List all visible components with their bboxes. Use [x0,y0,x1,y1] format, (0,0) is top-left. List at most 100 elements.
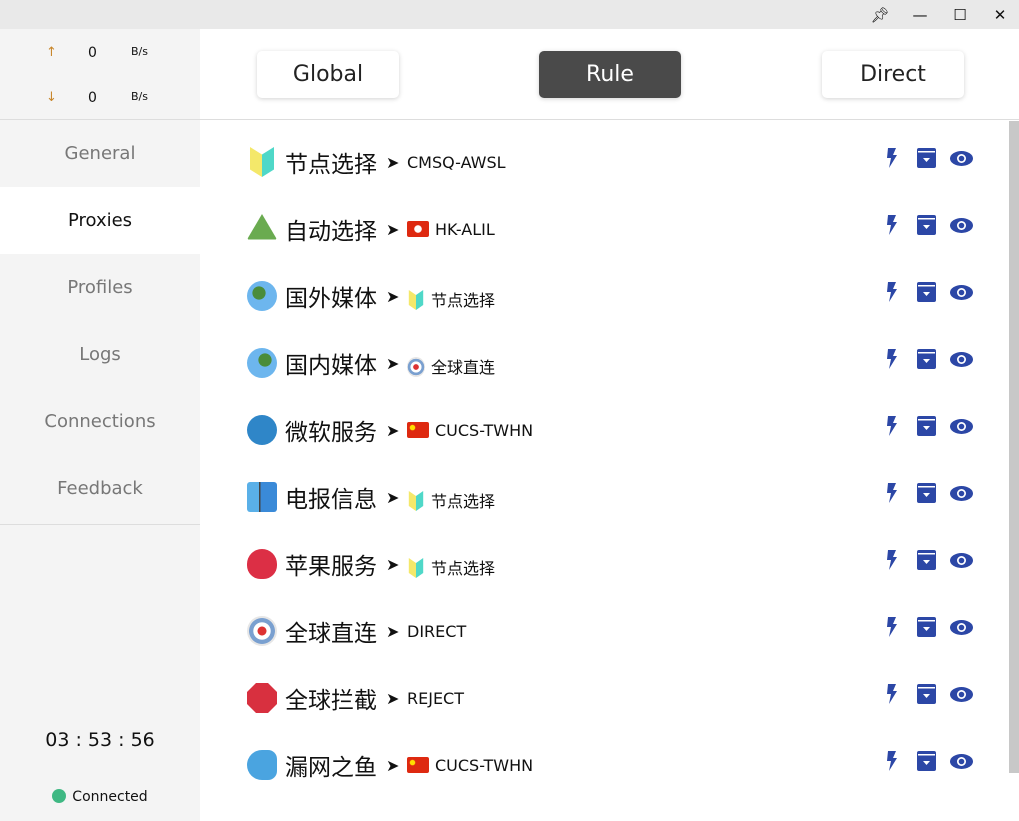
selected-proxy[interactable]: 节点选择 [407,287,495,311]
selected-proxy[interactable]: CMSQ-AWSL [407,153,506,172]
eye-icon[interactable] [950,620,973,635]
arrow-icon: ➤ [386,421,400,440]
status-dot-icon [52,789,67,803]
latency-test-icon[interactable] [886,215,898,235]
eye-icon[interactable] [950,553,973,568]
nav-connections[interactable]: Connections [44,411,156,432]
latency-test-icon[interactable] [886,617,898,637]
divider [0,119,200,120]
latency-test-icon[interactable] [886,416,898,436]
collapse-icon[interactable] [917,349,936,369]
selected-proxy-label: HK-ALIL [435,220,495,239]
globe-africa-icon [247,281,277,311]
nav-general[interactable]: General [64,143,136,164]
arrow-icon: ➤ [386,488,400,507]
proxy-group-row[interactable]: 自动选择 ➤ HK-ALIL [200,214,1009,282]
collapse-icon[interactable] [917,617,936,637]
collapse-icon[interactable] [917,148,936,168]
cn-flag-icon [407,757,429,773]
eye-icon[interactable] [950,151,973,166]
latency-test-icon[interactable] [886,751,898,771]
proxy-group-row[interactable]: 全球直连 ➤ DIRECT [200,616,1009,684]
recycle-icon [247,214,277,240]
collapse-icon[interactable] [917,215,936,235]
mode-direct-button[interactable]: Direct [822,51,964,98]
hk-flag-icon [407,221,429,237]
selected-proxy-label: CMSQ-AWSL [407,153,506,172]
collapse-icon[interactable] [917,751,936,771]
beginner-icon [408,491,424,511]
eye-icon[interactable] [950,687,973,702]
proxy-group-row[interactable]: 漏网之鱼 ➤ CUCS-TWHN [200,750,1009,818]
group-name: 自动选择 [285,219,377,245]
upload-value: 0 [88,45,97,61]
proxy-group-row[interactable]: 微软服务 ➤ CUCS-TWHN [200,415,1009,483]
status-label: Connected [72,789,148,805]
nav-profiles[interactable]: Profiles [67,277,133,298]
latency-test-icon[interactable] [886,282,898,302]
selected-proxy[interactable]: 全球直连 [407,354,495,378]
eye-icon[interactable] [950,352,973,367]
mode-rule-button[interactable]: Rule [539,51,681,98]
collapse-icon[interactable] [917,684,936,704]
proxy-group-row[interactable]: 全球拦截 ➤ REJECT [200,683,1009,751]
nav-logs[interactable]: Logs [79,344,121,365]
selected-proxy-label: 节点选择 [431,492,496,511]
upload-speed: ↑ 0 B/s [0,45,200,65]
latency-test-icon[interactable] [886,483,898,503]
upload-arrow-icon: ↑ [46,45,57,60]
selected-proxy[interactable]: REJECT [407,689,464,708]
stop-sign-icon [247,683,277,713]
download-value: 0 [88,90,97,106]
beginner-icon [408,558,424,578]
proxy-group-row[interactable]: 国外媒体 ➤ 节点选择 [200,281,1009,349]
collapse-icon[interactable] [917,282,936,302]
eye-icon[interactable] [950,486,973,501]
latency-test-icon[interactable] [886,148,898,168]
selected-proxy[interactable]: HK-ALIL [407,220,495,239]
sidebar: ↑ 0 B/s ↓ 0 B/s General Proxies Profiles… [0,29,200,821]
close-icon[interactable]: ✕ [993,6,1007,24]
globe-asia-icon [247,348,277,378]
proxy-group-row[interactable]: 节点选择 ➤ CMSQ-AWSL [200,147,1009,215]
arrow-icon: ➤ [386,354,400,373]
selected-proxy[interactable]: DIRECT [407,622,466,641]
scrollbar[interactable] [1009,121,1019,773]
selected-proxy-label: CUCS-TWHN [435,756,534,775]
proxy-group-row[interactable]: 苹果服务 ➤ 节点选择 [200,549,1009,617]
pin-icon[interactable]: 📌︎ [870,6,890,24]
minimize-icon[interactable]: — [912,6,928,24]
group-name: 全球拦截 [285,688,377,714]
mode-global-button[interactable]: Global [257,51,399,98]
collapse-icon[interactable] [917,416,936,436]
collapse-icon[interactable] [917,483,936,503]
selected-proxy[interactable]: 节点选择 [407,488,495,512]
download-arrow-icon: ↓ [46,90,57,105]
arrow-icon: ➤ [386,153,400,172]
title-bar: 📌︎ — ☐ ✕ [0,0,1019,29]
selected-proxy[interactable]: 节点选择 [407,555,495,579]
latency-test-icon[interactable] [886,550,898,570]
latency-test-icon[interactable] [886,684,898,704]
selected-proxy[interactable]: CUCS-TWHN [407,421,533,440]
eye-icon[interactable] [950,419,973,434]
selected-proxy[interactable]: CUCS-TWHN [407,756,533,775]
selected-proxy-label: DIRECT [407,622,467,641]
eye-icon[interactable] [950,218,973,233]
eye-icon[interactable] [950,754,973,769]
maximize-icon[interactable]: ☐ [953,6,967,24]
latency-test-icon[interactable] [886,349,898,369]
proxy-group-row[interactable]: 电报信息 ➤ 节点选择 [200,482,1009,550]
eye-icon[interactable] [950,285,973,300]
arrow-icon: ➤ [386,287,400,306]
nav-proxies[interactable]: Proxies [0,187,200,254]
collapse-icon[interactable] [917,550,936,570]
group-name: 电报信息 [285,487,377,513]
proxy-group-row[interactable]: 国内媒体 ➤ 全球直连 [200,348,1009,416]
arrow-icon: ➤ [386,622,400,641]
download-speed: ↓ 0 B/s [0,90,200,110]
group-name: 苹果服务 [285,554,377,580]
upload-unit: B/s [131,45,148,58]
apple-icon [247,549,277,579]
nav-feedback[interactable]: Feedback [57,478,143,499]
